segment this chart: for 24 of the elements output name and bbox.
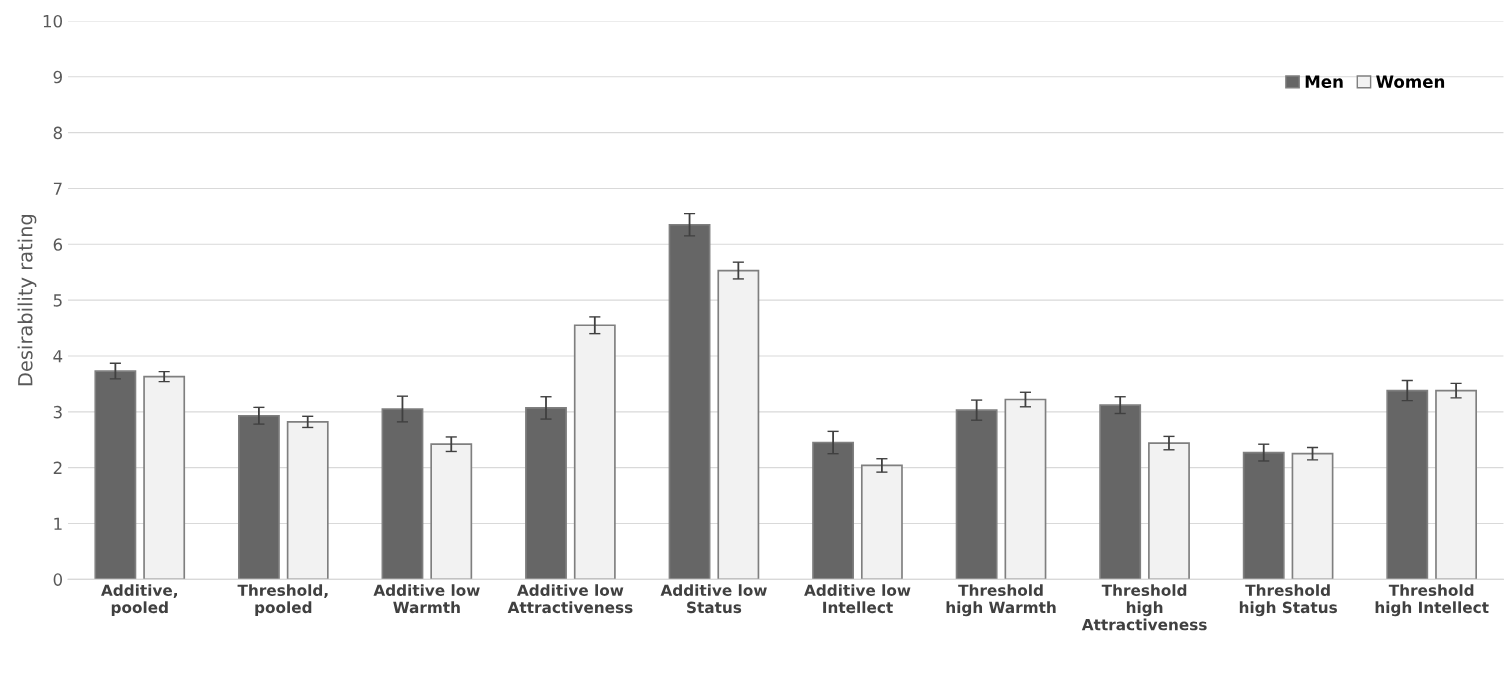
x-tick-label: Threshold high Status (1239, 584, 1337, 617)
y-tick-label: 4 (53, 350, 63, 363)
legend-label: Women (1376, 75, 1445, 88)
y-tick-label: 1 (54, 517, 62, 530)
y-tick-label: 6 (53, 238, 63, 251)
y-axis-title: Desirability rating (17, 214, 37, 386)
x-tick-label: Additive low Status (660, 584, 767, 614)
y-tick-label: 0 (53, 573, 63, 586)
x-tick-label: Threshold high Warmth (946, 584, 1056, 617)
x-tick-label: Additive low Intellect (804, 584, 911, 614)
y-tick-label: 2 (53, 461, 62, 474)
x-tick-label: Threshold, pooled (237, 584, 328, 617)
x-tick-label: Threshold high Intellect (1375, 584, 1489, 617)
legend-label: Men (1305, 75, 1343, 88)
y-tick-label: 8 (53, 126, 62, 140)
y-tick-label: 9 (53, 70, 62, 84)
x-tick-label: Threshold high Attractiveness (1081, 584, 1207, 631)
y-tick-label: 5 (53, 294, 62, 307)
x-tick-label: Additive low Warmth (373, 584, 480, 614)
x-tick-label: Additive low Attractiveness (507, 584, 633, 614)
y-tick-label: 10 (43, 14, 63, 28)
x-tick-label: Additive, pooled (101, 584, 178, 617)
y-tick-label: 3 (53, 405, 62, 419)
y-tick-label: 7 (53, 182, 62, 195)
